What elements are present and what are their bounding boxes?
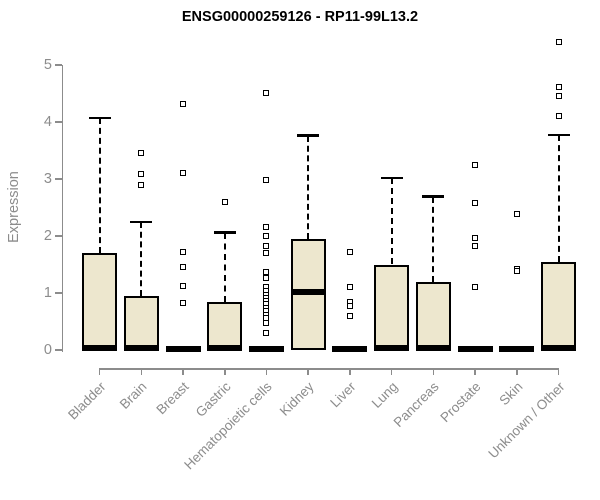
outlier-hematopoietic-cells-19 bbox=[263, 329, 270, 336]
y-axis-tick bbox=[55, 178, 62, 180]
outlier-unknown-other-3 bbox=[555, 113, 562, 120]
box-brain bbox=[123, 295, 159, 350]
whisker-kidney bbox=[307, 135, 310, 239]
y-axis-label: Expression bbox=[6, 171, 22, 243]
median-brain bbox=[123, 345, 159, 352]
outlier-breast-0 bbox=[180, 100, 187, 107]
outlier-hematopoietic-cells-0 bbox=[263, 89, 270, 96]
outlier-hematopoietic-cells-4 bbox=[263, 243, 270, 250]
whisker-cap-gastric bbox=[213, 231, 236, 234]
x-axis-tick bbox=[474, 368, 476, 375]
outlier-prostate-0 bbox=[472, 161, 479, 168]
y-tick-label: 1 bbox=[43, 284, 52, 301]
whisker-cap-unknown-other bbox=[547, 133, 570, 137]
median-pancreas bbox=[415, 345, 451, 352]
x-axis-tick bbox=[307, 368, 309, 375]
y-axis-tick bbox=[55, 121, 62, 123]
outlier-brain-2 bbox=[138, 182, 145, 189]
outlier-hematopoietic-cells-1 bbox=[263, 177, 270, 184]
x-axis-tick bbox=[265, 368, 268, 375]
x-axis-tick bbox=[224, 368, 226, 375]
outlier-unknown-other-0 bbox=[555, 39, 562, 46]
outlier-prostate-3 bbox=[472, 242, 479, 249]
outlier-skin-2 bbox=[513, 268, 520, 275]
median-prostate bbox=[457, 345, 493, 352]
outlier-hematopoietic-cells-7 bbox=[263, 274, 270, 281]
box-gastric bbox=[207, 301, 243, 350]
median-gastric bbox=[207, 345, 243, 352]
whisker-cap-pancreas bbox=[422, 195, 445, 198]
x-axis-tick bbox=[432, 368, 435, 375]
outlier-brain-1 bbox=[138, 170, 145, 177]
y-axis-tick bbox=[55, 235, 62, 237]
box-unknown-other bbox=[541, 261, 577, 350]
outlier-hematopoietic-cells-5 bbox=[263, 250, 270, 257]
box-pancreas bbox=[415, 281, 451, 350]
outlier-gastric-0 bbox=[221, 198, 228, 205]
median-breast bbox=[165, 345, 201, 352]
outlier-liver-1 bbox=[346, 284, 353, 291]
outlier-liver-4 bbox=[346, 312, 353, 319]
whisker-unknown-other bbox=[557, 135, 560, 262]
outlier-unknown-other-1 bbox=[555, 83, 562, 90]
y-tick-label: 2 bbox=[43, 227, 52, 244]
y-axis-tick bbox=[55, 292, 62, 294]
whisker-bladder bbox=[98, 118, 101, 254]
whisker-pancreas bbox=[432, 196, 435, 282]
outlier-liver-0 bbox=[346, 248, 353, 255]
median-kidney bbox=[290, 288, 326, 295]
y-axis-line bbox=[61, 65, 63, 352]
outlier-skin-0 bbox=[513, 211, 520, 218]
y-tick-label: 0 bbox=[43, 341, 52, 358]
x-axis-tick bbox=[98, 368, 101, 375]
median-liver bbox=[332, 345, 368, 352]
x-axis-tick bbox=[182, 368, 184, 375]
outlier-prostate-4 bbox=[472, 284, 479, 291]
outlier-breast-3 bbox=[180, 263, 187, 270]
median-lung bbox=[374, 345, 410, 352]
whisker-cap-bladder bbox=[88, 116, 111, 120]
outlier-prostate-2 bbox=[472, 235, 479, 242]
whisker-lung bbox=[390, 177, 393, 265]
x-axis-tick bbox=[557, 368, 560, 375]
x-axis-tick bbox=[140, 368, 143, 375]
chart-title: ENSG00000259126 - RP11-99L13.2 bbox=[181, 9, 419, 25]
y-tick-label: 4 bbox=[43, 113, 52, 130]
whisker-brain bbox=[140, 221, 143, 296]
box-lung bbox=[374, 264, 410, 350]
x-axis-tick bbox=[349, 368, 351, 375]
x-axis-line bbox=[99, 368, 559, 370]
outlier-breast-4 bbox=[180, 283, 187, 290]
outlier-liver-3 bbox=[346, 302, 353, 309]
whisker-gastric bbox=[223, 232, 226, 302]
y-axis-tick bbox=[55, 64, 62, 66]
outlier-hematopoietic-cells-2 bbox=[263, 224, 270, 231]
outlier-unknown-other-2 bbox=[555, 93, 562, 100]
outlier-hematopoietic-cells-3 bbox=[263, 233, 270, 239]
outlier-breast-2 bbox=[180, 248, 187, 255]
y-axis-tick bbox=[55, 349, 62, 351]
y-tick-label: 3 bbox=[43, 170, 52, 187]
y-tick-label: 5 bbox=[43, 56, 52, 73]
median-bladder bbox=[82, 345, 118, 352]
box-bladder bbox=[82, 253, 118, 350]
outlier-breast-5 bbox=[180, 299, 187, 306]
x-axis-tick bbox=[516, 368, 518, 375]
whisker-cap-lung bbox=[380, 176, 403, 180]
outlier-hematopoietic-cells-18 bbox=[263, 320, 270, 327]
median-unknown-other bbox=[541, 345, 577, 352]
whisker-cap-brain bbox=[130, 220, 153, 223]
median-skin bbox=[499, 345, 535, 352]
x-axis-tick bbox=[390, 368, 393, 375]
outlier-brain-0 bbox=[138, 149, 145, 156]
outlier-prostate-1 bbox=[472, 199, 479, 206]
outlier-breast-1 bbox=[180, 170, 187, 177]
whisker-cap-kidney bbox=[297, 134, 320, 137]
median-hematopoietic-cells bbox=[248, 345, 284, 352]
